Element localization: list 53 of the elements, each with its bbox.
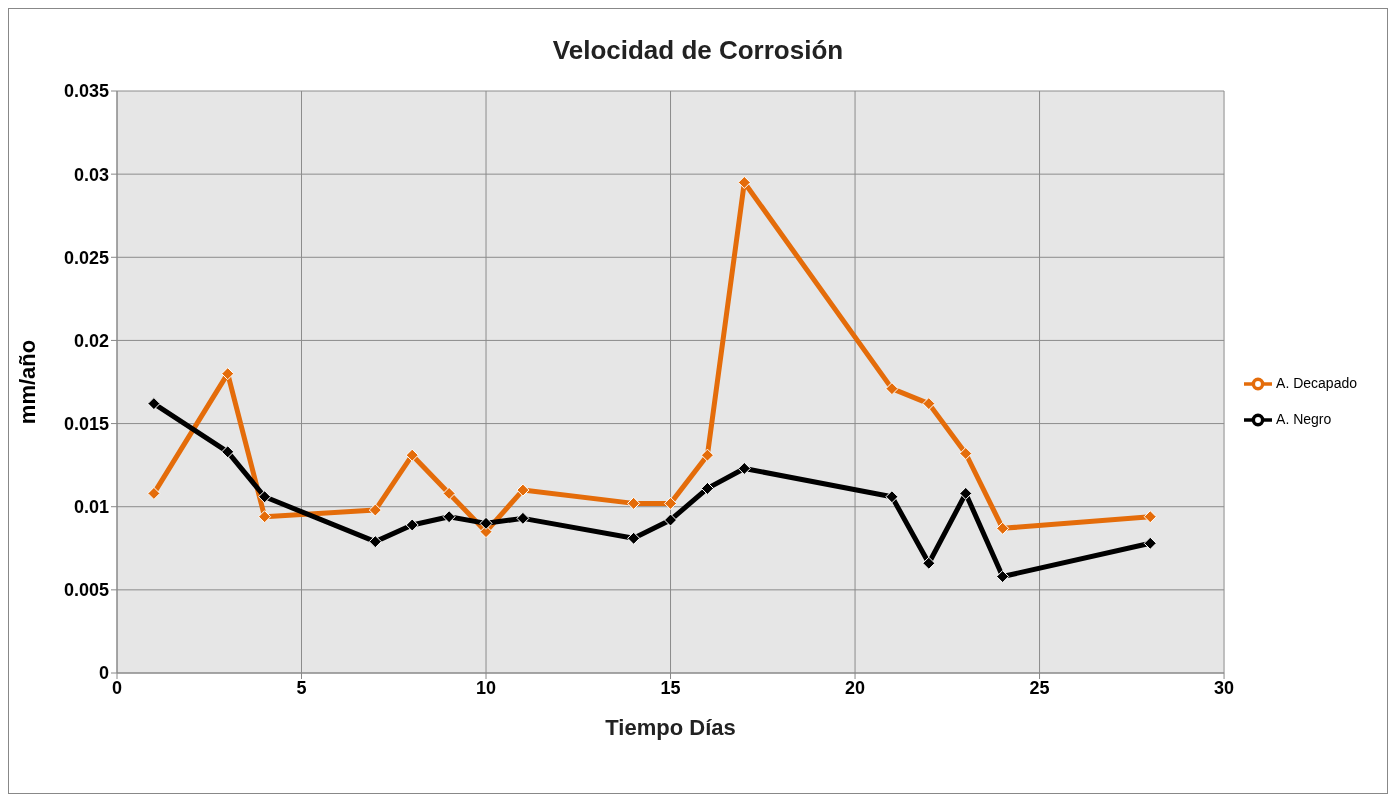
point: [664, 496, 678, 510]
y-tick-label: 0.025: [63, 247, 109, 268]
point: [258, 510, 272, 524]
y-tick-label: 0.005: [63, 580, 109, 601]
point: [258, 490, 272, 504]
point: [442, 486, 456, 500]
point: [959, 447, 973, 460]
point: [627, 531, 641, 545]
point: [700, 448, 714, 462]
point: [959, 486, 973, 500]
point: [922, 397, 936, 411]
point: [405, 518, 419, 532]
point: [1143, 510, 1157, 524]
x-tick-label: 20: [845, 677, 866, 698]
y-tick-label: 0.015: [63, 413, 109, 434]
point: [368, 503, 382, 517]
point: [221, 445, 235, 459]
point: [405, 448, 419, 462]
point: [996, 521, 1010, 535]
point: [664, 513, 678, 527]
point: [1143, 536, 1157, 550]
y-tick-label: 0.02: [73, 330, 109, 351]
y-tick-label: 0.035: [63, 81, 109, 102]
x-tick-label: 15: [660, 677, 681, 698]
point: [147, 397, 161, 411]
point: [627, 496, 641, 510]
x-tick-label: 10: [476, 677, 497, 698]
point: [442, 510, 456, 524]
x-tick-label: 5: [296, 677, 307, 698]
point: [737, 461, 751, 475]
point: [479, 516, 493, 530]
point: [516, 483, 530, 497]
x-tick-label: 30: [1214, 677, 1235, 698]
point: [996, 570, 1010, 584]
legend-label: A. Negro: [1276, 411, 1332, 427]
point: [368, 535, 382, 549]
y-tick-label: 0.01: [73, 497, 109, 518]
point: [737, 175, 751, 189]
y-tick-label: 0.03: [73, 164, 109, 185]
x-tick-label: 0: [111, 677, 123, 698]
point: [885, 382, 899, 396]
x-tick-label: 25: [1029, 677, 1050, 698]
point: [700, 481, 714, 495]
chart-title: Velocidad de Corrosión: [551, 35, 845, 66]
point: [516, 511, 530, 525]
point: [922, 556, 936, 570]
point: [885, 490, 899, 504]
y-tick-label: 0: [98, 663, 109, 684]
point: [221, 367, 235, 381]
legend-label: A. Decapado: [1276, 375, 1357, 391]
x-axis-title: Tiempo Días: [605, 715, 736, 740]
point: [147, 486, 161, 500]
y-axis-title: mm/año: [14, 339, 40, 425]
